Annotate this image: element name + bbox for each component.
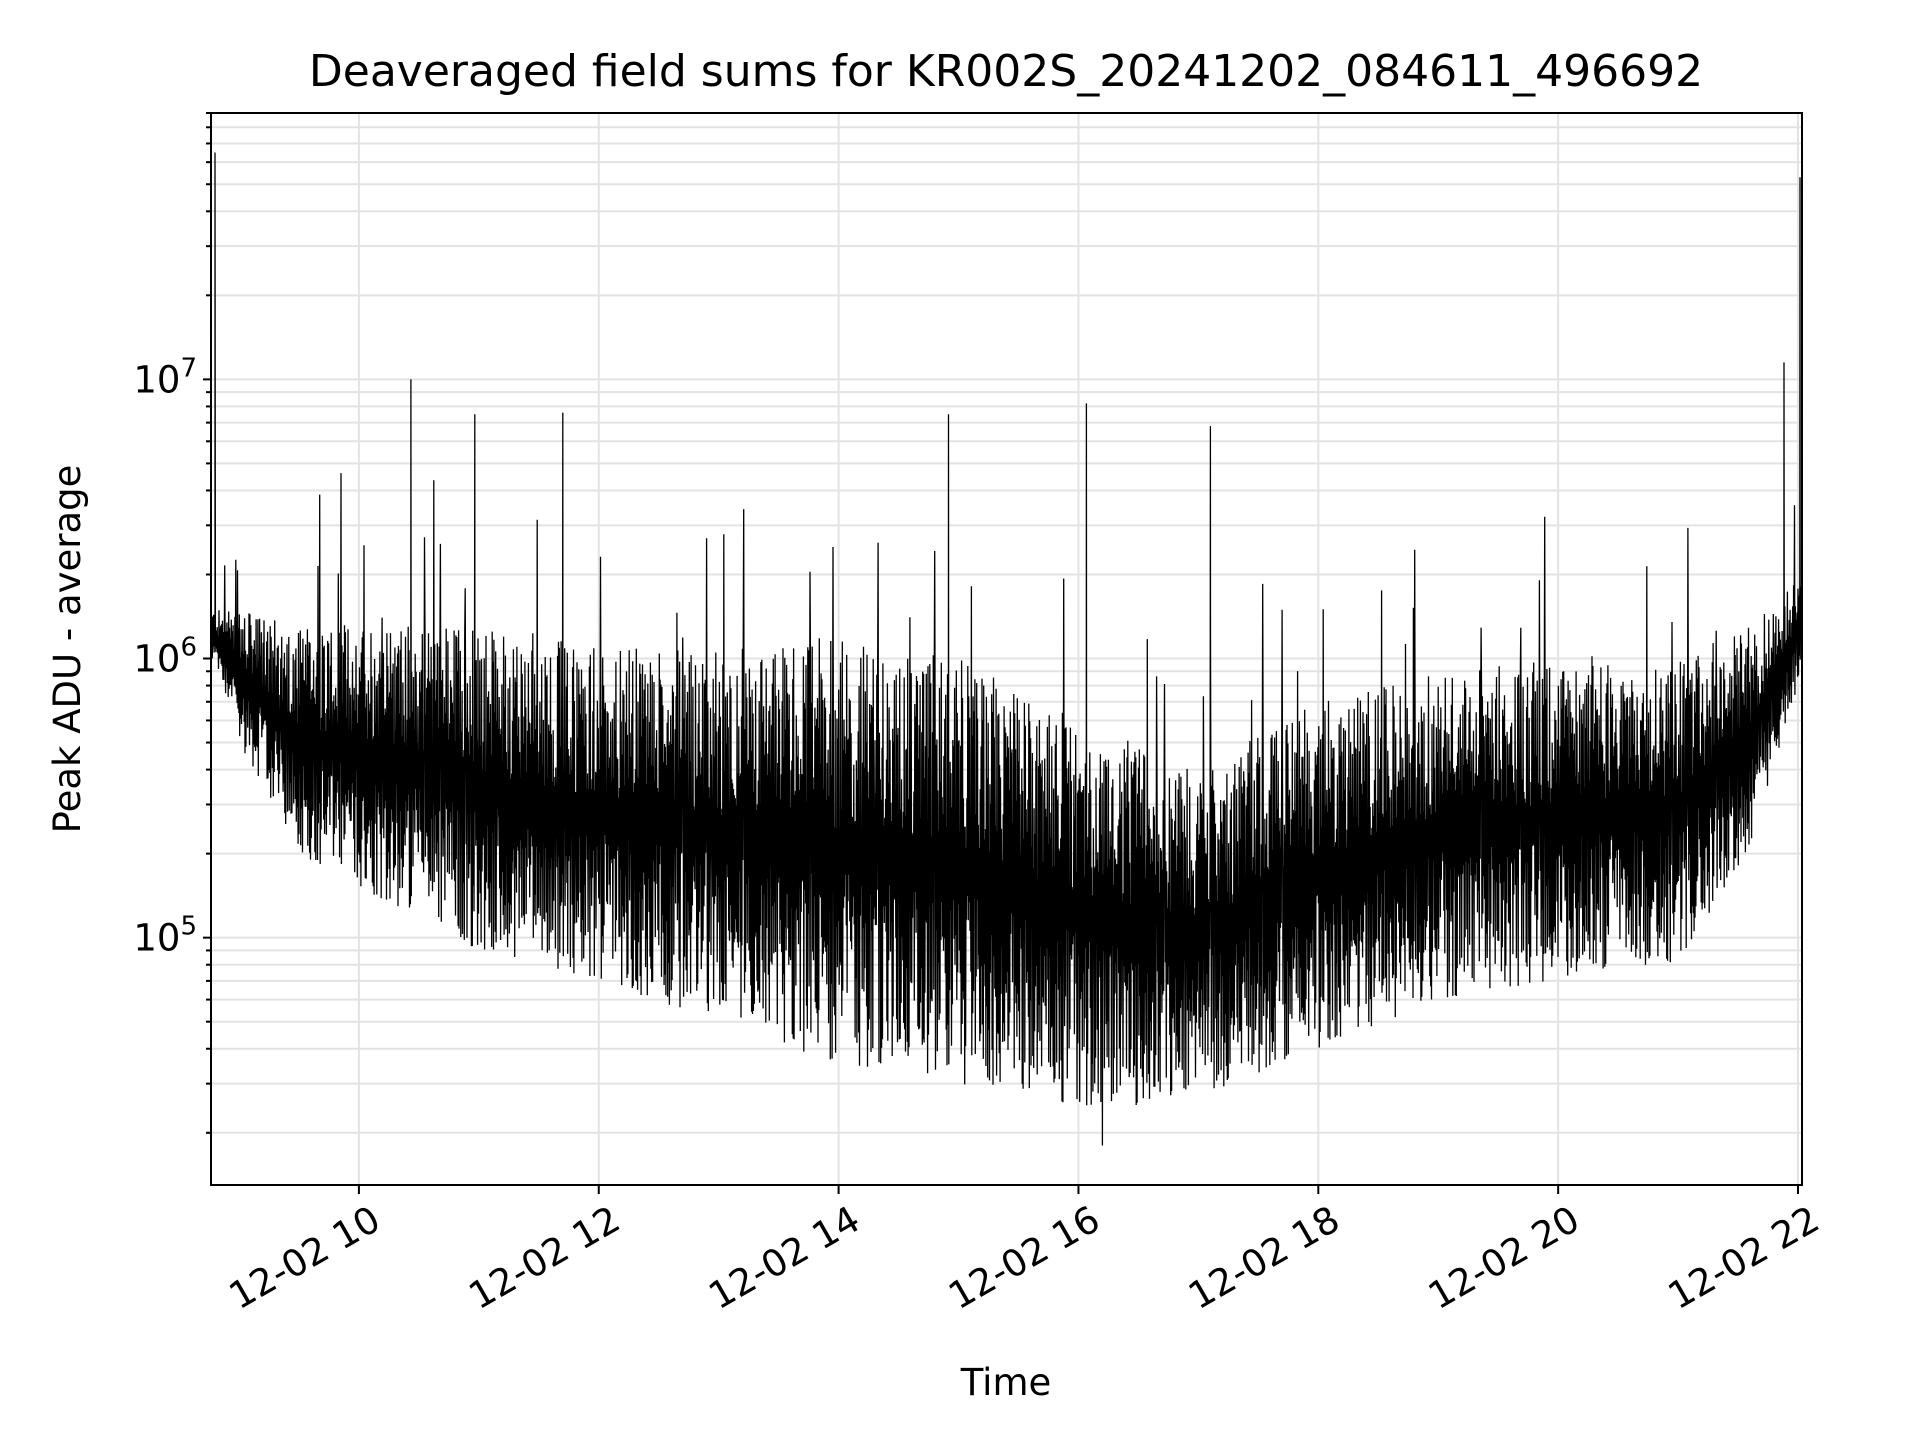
chart-title: Deaveraged field sums for KR002S_2024120… bbox=[309, 46, 1703, 97]
grid-lines bbox=[211, 112, 1802, 1185]
x-tick-label: 12-02 20 bbox=[1421, 1198, 1587, 1318]
x-tick-label: 12-02 22 bbox=[1661, 1198, 1827, 1318]
series-path bbox=[210, 152, 1803, 1146]
y-axis-label: Peak ADU - average bbox=[46, 465, 89, 834]
x-tick-label: 12-02 12 bbox=[462, 1198, 628, 1318]
y-tick-label: 105 bbox=[133, 912, 197, 960]
x-tick-label: 12-02 10 bbox=[222, 1198, 388, 1318]
x-tick-label: 12-02 18 bbox=[1181, 1198, 1347, 1318]
plot-area-frame bbox=[210, 112, 1803, 1186]
x-tick-label: 12-02 16 bbox=[941, 1198, 1107, 1318]
y-tick-label: 106 bbox=[133, 633, 197, 681]
x-axis-label: Time bbox=[960, 1361, 1052, 1404]
y-tick-label: 107 bbox=[133, 353, 197, 401]
x-tick-label: 12-02 14 bbox=[702, 1198, 868, 1318]
series-line bbox=[210, 152, 1803, 1146]
